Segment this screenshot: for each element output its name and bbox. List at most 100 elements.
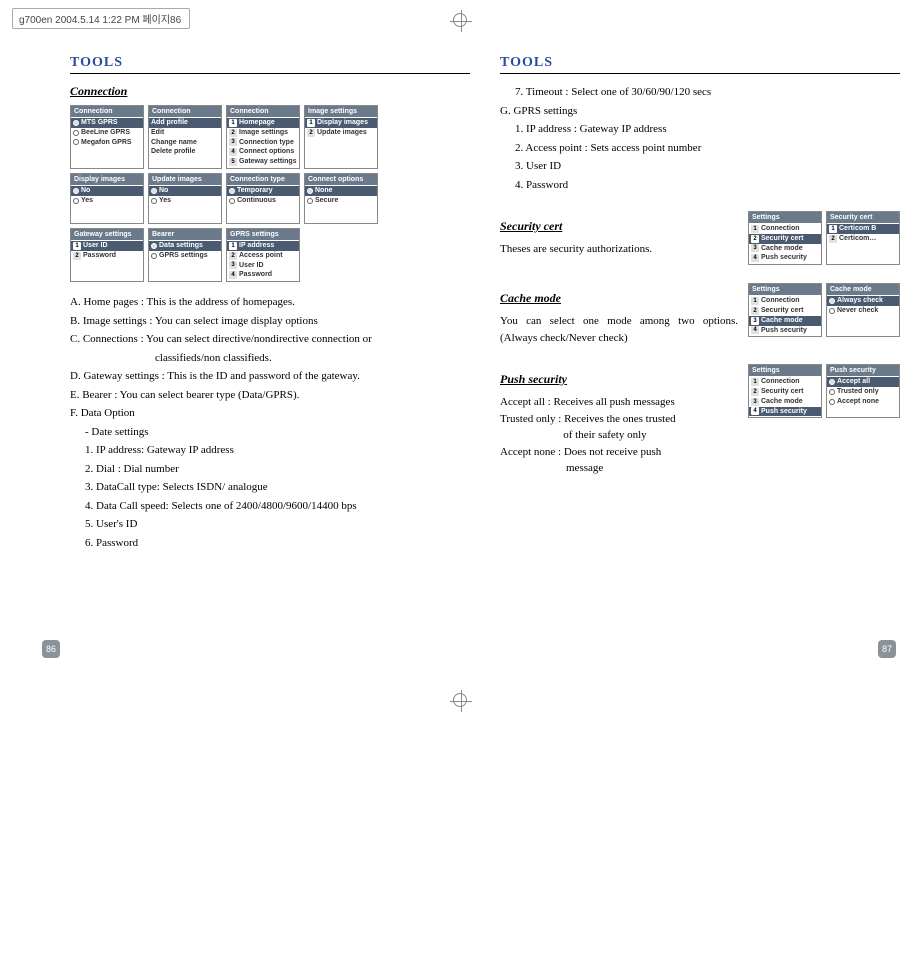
screen-row-label: Yes: [159, 196, 171, 206]
screen-row-label: Delete profile: [151, 147, 195, 157]
screen-row: 2Security cert: [749, 234, 821, 244]
number-badge: 1: [307, 119, 315, 127]
body-line: F. Data Option: [70, 405, 470, 422]
radio-icon: [829, 399, 835, 405]
screen-row-label: Security cert: [761, 306, 803, 316]
screen-body: 1IP address2Access point3User ID4Passwor…: [227, 240, 299, 281]
screens-grid: Connection MTS GPRSBeeLine GPRSMegafon GP…: [70, 105, 470, 282]
screen-row: Never check: [827, 306, 899, 316]
screen-title: Settings: [749, 284, 821, 295]
number-badge: 2: [307, 129, 315, 137]
screen-row: 1Connection: [749, 296, 821, 306]
section-title-right: TOOLS: [500, 55, 900, 71]
body-line: A. Home pages : This is the address of h…: [70, 294, 470, 311]
screen-row: Edit: [149, 128, 221, 138]
push-security-text: Accept all : Receives all push messages …: [500, 394, 738, 477]
screen-row: 1Connection: [749, 377, 821, 387]
screen-body: 1Display images2Update images: [305, 117, 377, 168]
screen-row-label: MTS GPRS: [81, 118, 118, 128]
screen-title: Security cert: [827, 212, 899, 223]
screen-row: Delete profile: [149, 147, 221, 157]
screen-row: 4Connect options: [227, 147, 299, 157]
screen-row: Add profile: [149, 118, 221, 128]
screen-row: 1Connection: [749, 224, 821, 234]
screen-row: None: [305, 186, 377, 196]
screen-title: Settings: [749, 365, 821, 376]
screen-row: 4Push security: [749, 253, 821, 263]
body-line: 4. Password: [500, 177, 900, 194]
number-badge: 1: [229, 119, 237, 127]
phone-screen: Cache modeAlways checkNever check: [826, 283, 900, 337]
screen-row-label: Certicom…: [839, 234, 876, 244]
screen-row-label: Accept none: [837, 397, 879, 407]
phone-screen: Connection1Homepage2Image settings3Conne…: [226, 105, 300, 169]
number-badge: 4: [751, 326, 759, 334]
screen-row: Secure: [305, 196, 377, 206]
radio-icon: [73, 120, 79, 126]
body-line: 1. IP address : Gateway IP address: [500, 121, 900, 138]
number-badge: 1: [73, 242, 81, 250]
right-page: TOOLS 7. Timeout : Select one of 30/60/9…: [500, 55, 900, 495]
body-line: 1. IP address: Gateway IP address: [70, 442, 470, 459]
body-line: 7. Timeout : Select one of 30/60/90/120 …: [500, 84, 900, 101]
screen-row: 3Cache mode: [749, 316, 821, 326]
screen-body: 1Connection2Security cert3Cache mode4Pus…: [749, 295, 821, 336]
page-number-right: 87: [878, 640, 896, 658]
screen-row-label: Certicom B: [839, 224, 876, 234]
number-badge: 2: [829, 235, 837, 243]
body-line: - Date settings: [70, 424, 470, 441]
cache-mode-heading: Cache mode: [500, 289, 738, 307]
number-badge: 1: [751, 225, 759, 233]
body-line: G. GPRS settings: [500, 103, 900, 120]
screen-row-label: Image settings: [239, 128, 288, 138]
number-badge: 5: [229, 158, 237, 166]
body-line: classifieds/non classifieds.: [70, 350, 470, 367]
radio-icon: [229, 198, 235, 204]
radio-icon: [73, 139, 79, 145]
cache-mode-text: You can select one mode among two option…: [500, 313, 738, 346]
screen-row: 2Access point: [227, 251, 299, 261]
screen-title: Display images: [71, 174, 143, 185]
security-cert-row: Security cert Theses are security author…: [500, 211, 900, 265]
page-number-left: 86: [42, 640, 60, 658]
radio-icon: [73, 130, 79, 136]
screen-row: Trusted only: [827, 387, 899, 397]
screen-body: MTS GPRSBeeLine GPRSMegafon GPRS: [71, 117, 143, 168]
screen-row-label: Secure: [315, 196, 338, 206]
screen-row: 2Update images: [305, 128, 377, 138]
push-security-heading: Push security: [500, 370, 738, 388]
screen-body: NoneSecure: [305, 185, 377, 223]
screen-row: No: [71, 186, 143, 196]
screen-row: Continuous: [227, 196, 299, 206]
screen-row: 1Homepage: [227, 118, 299, 128]
registration-mark-top: [450, 10, 472, 32]
number-badge: 3: [751, 317, 759, 325]
screen-row: 3User ID: [227, 261, 299, 271]
body-line: 5. User's ID: [70, 516, 470, 533]
screen-row: Accept all: [827, 377, 899, 387]
screen-row-label: Display images: [317, 118, 368, 128]
screen-row-label: Password: [83, 251, 116, 261]
screen-row: 5Gateway settings: [227, 157, 299, 167]
screen-title: Settings: [749, 212, 821, 223]
screen-title: Connection: [227, 106, 299, 117]
radio-icon: [829, 298, 835, 304]
push-security-row: Push security Accept all : Receives all …: [500, 364, 900, 477]
phone-screen: Security cert1Certicom B2Certicom…: [826, 211, 900, 265]
screen-row-label: No: [159, 186, 168, 196]
screen-row: Yes: [149, 196, 221, 206]
screen-row: Data settings: [149, 241, 221, 251]
screen-row-label: Access point: [239, 251, 283, 261]
screens-row: Display imagesNoYesUpdate imagesNoYesCon…: [70, 173, 378, 224]
screen-row-label: IP address: [239, 241, 274, 251]
screen-row: 2Image settings: [227, 128, 299, 138]
screen-row-label: Connection type: [239, 138, 294, 148]
body-line: 6. Password: [70, 535, 470, 552]
number-badge: 1: [751, 378, 759, 386]
screen-row-label: Security cert: [761, 387, 803, 397]
screen-row-label: Push security: [761, 253, 807, 263]
screen-row-label: Connection: [761, 224, 800, 234]
number-badge: 2: [229, 129, 237, 137]
screen-row-label: Accept all: [837, 377, 870, 387]
screen-row: 1Display images: [305, 118, 377, 128]
